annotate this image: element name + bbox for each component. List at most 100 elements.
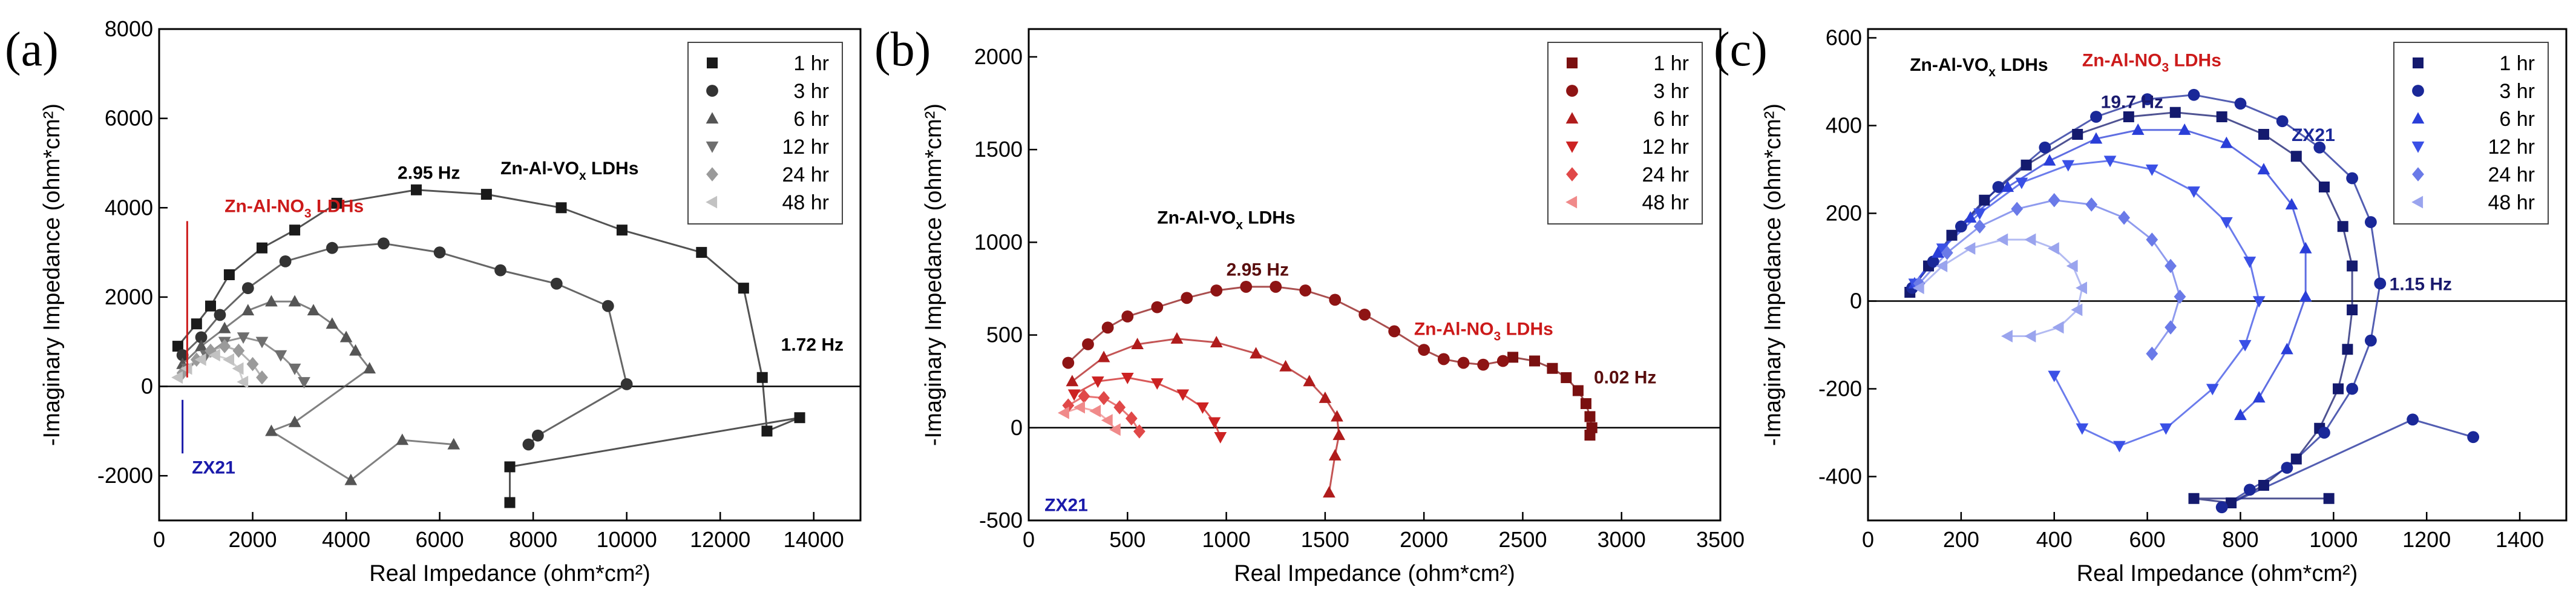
data-point — [2011, 202, 2024, 216]
data-point — [1477, 358, 1490, 371]
data-point — [1210, 284, 1223, 297]
data-point — [2123, 111, 2134, 122]
data-point — [2178, 123, 2191, 135]
legend-marker — [1566, 85, 1578, 97]
data-point — [214, 309, 226, 321]
legend-label: 24 hr — [1642, 163, 1689, 186]
x-tick-label: 0 — [1023, 527, 1035, 552]
data-point — [2299, 290, 2312, 302]
x-axis-title: Real Impedance (ohm*cm²) — [2077, 561, 2358, 586]
data-point — [2076, 423, 2089, 435]
data-point — [601, 300, 614, 312]
data-point — [246, 356, 259, 372]
data-point — [2342, 344, 2353, 355]
y-tick-label: 200 — [1826, 201, 1862, 226]
data-point — [2206, 384, 2219, 396]
data-point — [2062, 160, 2075, 172]
legend-label: 1 hr — [1653, 52, 1689, 75]
data-point — [1996, 233, 2008, 246]
data-point — [2188, 186, 2200, 198]
data-point — [2024, 233, 2036, 246]
data-point — [1507, 352, 1519, 363]
data-point — [2066, 260, 2078, 272]
data-point — [2165, 258, 2177, 274]
x-tick-label: 2000 — [228, 527, 277, 552]
annotation: 19.7 Hz — [2101, 93, 2163, 113]
x-tick-label: 4000 — [322, 527, 370, 552]
data-point — [1101, 321, 1114, 334]
data-point — [1964, 242, 1976, 255]
data-point — [1932, 246, 1944, 258]
y-axis-title: -Imaginary Impedance (ohm*cm²) — [39, 103, 65, 446]
y-tick-label: 400 — [1826, 113, 1862, 138]
data-point — [331, 197, 342, 209]
data-point — [2313, 141, 2326, 154]
data-point — [195, 331, 208, 344]
data-point — [1057, 406, 1069, 419]
annotation: Zn-Al-NO3 LDHs — [2082, 51, 2221, 75]
data-point — [1073, 401, 1086, 414]
data-point — [1973, 219, 1986, 234]
data-point — [2285, 198, 2298, 210]
data-point — [349, 344, 362, 356]
y-tick-label: 1000 — [974, 229, 1023, 254]
legend-label: 48 hr — [1642, 191, 1689, 214]
data-point — [2374, 277, 2387, 290]
data-point — [696, 247, 707, 258]
data-point — [2146, 346, 2158, 361]
x-tick-label: 1200 — [2402, 527, 2451, 552]
data-point — [1214, 432, 1227, 444]
annotation: ZX21 — [2292, 125, 2335, 145]
data-point — [1979, 194, 1990, 206]
data-point — [1955, 220, 1967, 233]
data-point — [256, 242, 267, 254]
data-point — [616, 225, 628, 236]
data-point — [1584, 430, 1596, 441]
x-axis-title: Real Impedance (ohm*cm²) — [369, 561, 651, 586]
x-axis-title: Real Impedance (ohm*cm²) — [1234, 561, 1515, 586]
x-tick-label: 200 — [1943, 527, 1979, 552]
data-point — [232, 343, 245, 358]
data-point — [218, 339, 231, 353]
data-point — [2146, 232, 2158, 247]
x-tick-label: 1000 — [2309, 527, 2358, 552]
data-point — [756, 372, 768, 383]
data-point — [2347, 304, 2358, 315]
legend-label: 48 hr — [2488, 191, 2535, 214]
data-point — [265, 424, 278, 436]
y-axis-title: -Imaginary Impedance (ohm*cm²) — [1760, 103, 1786, 446]
data-point — [1936, 260, 1948, 272]
y-tick-label: 0 — [141, 374, 153, 399]
data-point — [1196, 402, 1209, 414]
plot-frame — [1867, 28, 2568, 522]
series-line-6-hr — [1913, 129, 2307, 416]
data-point — [2043, 154, 2056, 166]
data-point — [2131, 123, 2145, 135]
y-tick-label: -500 — [979, 508, 1023, 533]
data-point — [2346, 382, 2359, 395]
annotation: Zn-Al-NO3 LDHs — [1414, 320, 1553, 344]
data-point — [2407, 413, 2419, 426]
data-point — [2281, 343, 2293, 355]
legend-marker — [1565, 195, 1578, 209]
data-point — [298, 377, 310, 389]
data-point — [794, 412, 805, 424]
data-point — [2047, 242, 2059, 255]
data-point — [2364, 216, 2377, 228]
y-tick-label: -200 — [1818, 376, 1862, 401]
data-point — [1529, 355, 1541, 367]
legend-label: 12 hr — [1642, 136, 1689, 159]
data-point — [241, 282, 254, 295]
data-point — [2346, 172, 2359, 185]
data-point — [2090, 111, 2102, 123]
data-point — [2118, 211, 2131, 225]
data-point — [2258, 480, 2269, 491]
data-point — [504, 461, 516, 473]
data-point — [1299, 284, 1312, 297]
series-line-1-hr — [1909, 111, 2353, 504]
data-point — [1572, 385, 1584, 396]
legend-marker — [2412, 167, 2424, 182]
data-point — [326, 317, 339, 329]
data-point — [1936, 243, 1949, 255]
y-tick-label: 2000 — [105, 284, 153, 309]
